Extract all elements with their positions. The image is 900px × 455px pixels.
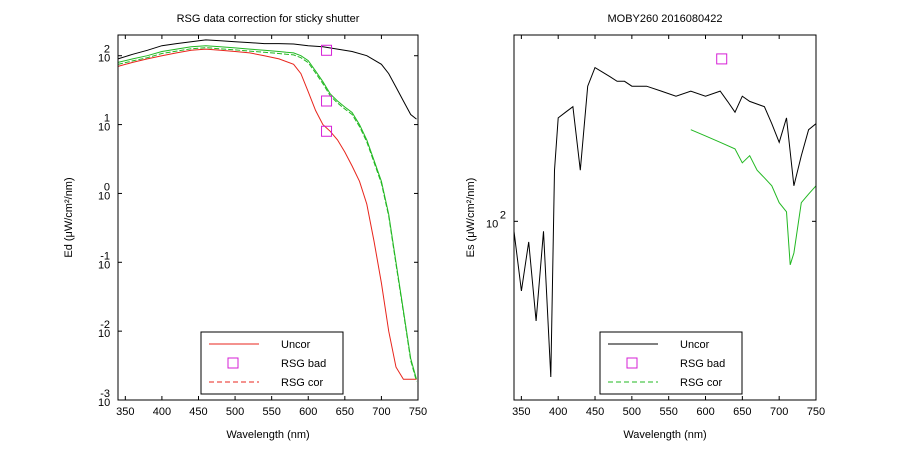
x-tick-label: 700 [372, 406, 390, 418]
legend: Uncor RSG bad RSG cor [599, 331, 743, 395]
legend-box [200, 331, 344, 395]
x-tick-label: 550 [262, 406, 280, 418]
x-tick-label: 450 [586, 406, 604, 418]
series-line-1 [513, 66, 817, 378]
y-tick-label: 10 [98, 53, 110, 65]
chart-panel-1: RSG data correction for sticky shutter 35… [63, 13, 427, 441]
series-line-2-corrected [117, 47, 417, 382]
legend-marker [227, 357, 239, 369]
series-line-2 [690, 129, 817, 265]
chart-panel-2: MOBY260 2016080422 350 400 450 500 550 600 650 7… [465, 13, 825, 441]
series-line-3 [117, 48, 417, 380]
x-tick-label: 750 [409, 406, 427, 418]
chart-title: RSG data correction for sticky shutter [177, 13, 360, 25]
y-tick-label: -1 [100, 250, 110, 262]
y-tick-label: -3 [100, 388, 110, 400]
x-tick-label: 600 [299, 406, 317, 418]
series-line-2 [117, 45, 417, 380]
y-tick-label: 10 [98, 259, 110, 271]
legend-label: Uncor [281, 339, 311, 351]
y-tick-label: 10 [98, 190, 110, 202]
y-axis-label: Es (μW/cm²/nm) [465, 178, 477, 258]
x-tick-label: 750 [807, 406, 825, 418]
y-tick-label: 10 [486, 218, 498, 230]
legend-marker [626, 357, 638, 369]
x-tick-label: 400 [549, 406, 567, 418]
x-tick-label: 650 [336, 406, 354, 418]
x-tick-label: 500 [623, 406, 641, 418]
y-tick-label: 2 [104, 44, 110, 56]
y-tick-label: 1 [104, 113, 110, 125]
legend-label: RSG cor [281, 377, 324, 389]
y-tick-label: -2 [100, 319, 110, 331]
legend-box [599, 331, 743, 395]
legend-label: Uncor [680, 339, 710, 351]
x-tick-label: 600 [696, 406, 714, 418]
y-tick-label: 10 [98, 397, 110, 409]
y-tick-label: 2 [500, 209, 506, 221]
x-axis-label: Wavelength (nm) [623, 429, 706, 441]
y-axis-label: Ed (μW/cm²/nm) [63, 177, 75, 257]
x-tick-label: 350 [116, 406, 134, 418]
rsg-bad-marker [321, 95, 333, 107]
rsg-bad-marker [321, 125, 333, 137]
legend: Uncor RSG bad RSG cor [200, 331, 344, 395]
legend-label: RSG bad [281, 358, 326, 370]
chart-title: MOBY260 2016080422 [608, 13, 723, 25]
x-tick-label: 500 [226, 406, 244, 418]
series-line-1 [117, 39, 417, 120]
rsg-bad-marker [321, 44, 333, 56]
x-tick-label: 550 [660, 406, 678, 418]
x-axis-label: Wavelength (nm) [226, 429, 309, 441]
rsg-bad-marker [716, 53, 728, 65]
x-tick-label: 450 [189, 406, 207, 418]
x-tick-label: 400 [153, 406, 171, 418]
legend-label: RSG bad [680, 358, 725, 370]
x-tick-label: 350 [512, 406, 530, 418]
plot-frame [117, 34, 419, 401]
y-tick-label: 10 [98, 328, 110, 340]
x-tick-label: 700 [770, 406, 788, 418]
plot-frame [513, 34, 817, 401]
y-tick-label: 10 [98, 122, 110, 134]
y-tick-label: 0 [104, 181, 110, 193]
legend-label: RSG cor [680, 377, 723, 389]
x-tick-label: 650 [733, 406, 751, 418]
